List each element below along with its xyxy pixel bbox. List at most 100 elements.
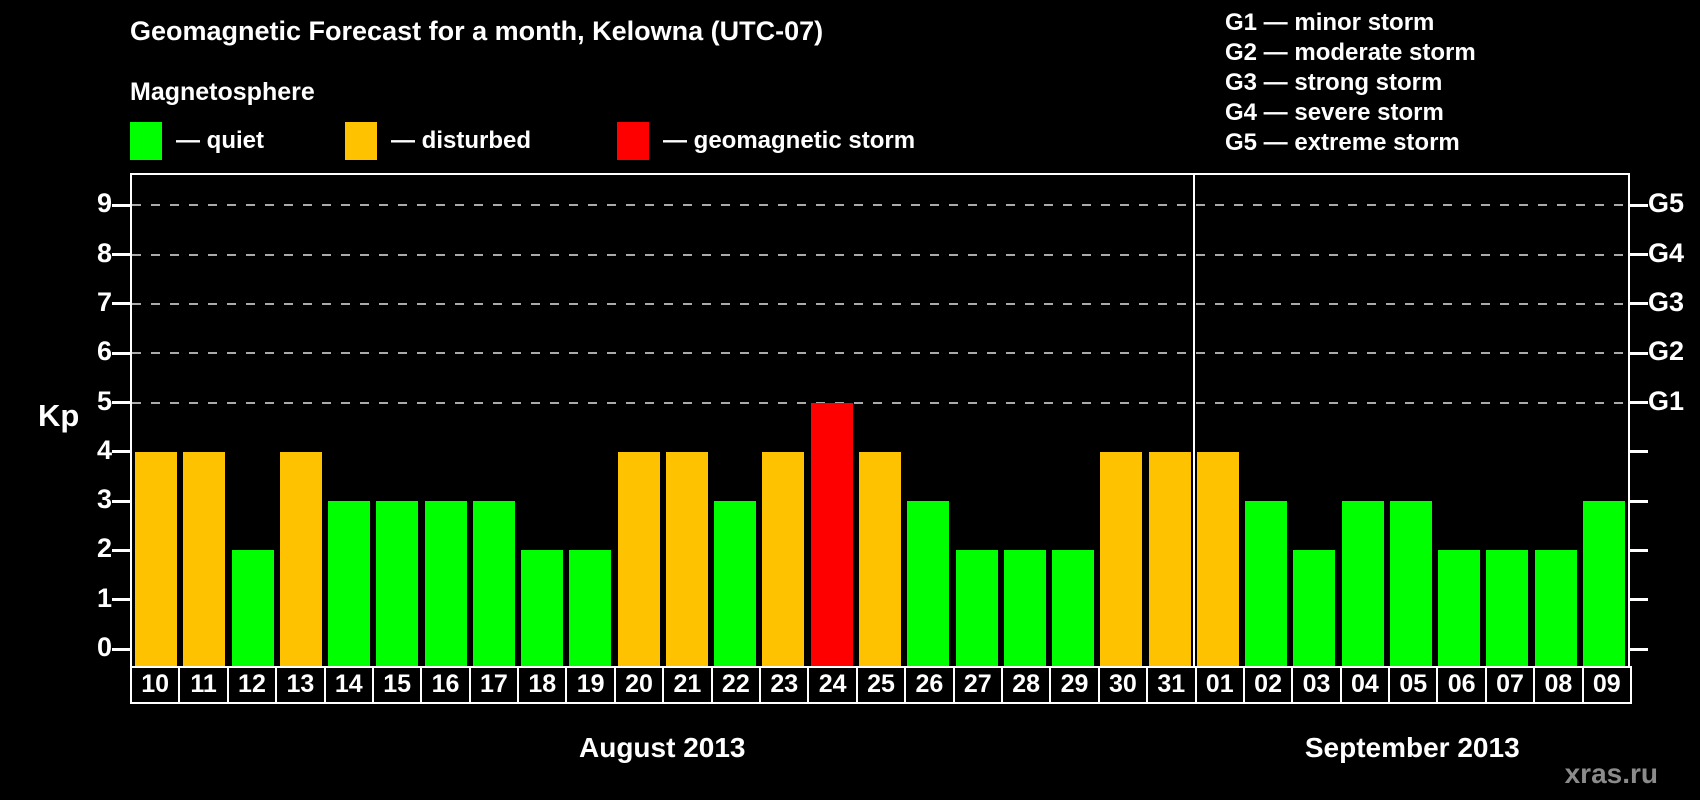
date-label-sep-09: 09: [1581, 666, 1632, 704]
bar-aug-19: [569, 550, 612, 666]
date-label-sep-04: 04: [1339, 666, 1391, 704]
date-label-aug-10: 10: [130, 666, 181, 704]
bar-aug-30: [1100, 451, 1143, 666]
y-axis-tick-label-7: 7: [96, 286, 112, 317]
legend-label-disturbed: — disturbed: [391, 127, 532, 154]
g-axis-label-g2: G2: [1648, 336, 1685, 367]
date-label-aug-15: 15: [371, 666, 423, 704]
g-scale-legend-item-4: G4 — severe storm: [1225, 99, 1444, 126]
date-label-aug-26: 26: [904, 666, 955, 704]
g-scale-legend-item-2: G2 — moderate storm: [1225, 39, 1476, 66]
g-axis-label-g1: G1: [1648, 385, 1685, 416]
month-label-august: August 2013: [579, 732, 746, 763]
date-label-sep-02: 02: [1242, 666, 1294, 704]
g-axis-label-g5: G5: [1648, 188, 1685, 219]
y-axis-tick-label-2: 2: [96, 533, 112, 564]
date-label-aug-31: 31: [1146, 666, 1197, 704]
legend-item-quiet: — quiet: [130, 120, 264, 162]
bar-sep-05: [1389, 501, 1432, 666]
bar-aug-17: [472, 501, 515, 666]
bar-sep-09: [1582, 501, 1625, 666]
g-scale-legend-item-1: G1 — minor storm: [1225, 9, 1435, 36]
y-axis-tick-label-1: 1: [96, 582, 112, 613]
date-label-sep-03: 03: [1291, 666, 1342, 704]
date-label-aug-18: 18: [517, 666, 568, 704]
left-tick-5: [112, 401, 130, 404]
right-tick-7: [1630, 302, 1648, 306]
date-label-sep-06: 06: [1436, 666, 1487, 704]
gridline-kp-7: [132, 302, 1628, 305]
legend-item-disturbed: — disturbed: [345, 120, 531, 162]
y-axis-tick-label-4: 4: [96, 434, 112, 465]
date-label-aug-24: 24: [807, 666, 858, 704]
right-tick-4: [1630, 450, 1648, 454]
date-label-aug-16: 16: [420, 666, 471, 704]
bar-aug-20: [617, 451, 660, 666]
legend-label-quiet: — quiet: [176, 127, 264, 154]
y-axis-tick-label-5: 5: [96, 385, 112, 416]
bar-aug-25: [859, 451, 901, 666]
date-label-sep-08: 08: [1533, 666, 1584, 704]
date-label-aug-28: 28: [1000, 666, 1052, 704]
left-tick-9: [112, 203, 130, 207]
date-label-aug-21: 21: [662, 666, 713, 704]
g-scale-legend: G1 — minor storm G2 — moderate storm G3 — …: [1225, 8, 1476, 158]
bar-aug-28: [1003, 550, 1046, 666]
plot-area: 0 1 2 3 4 5 6 7 8 9 G1 G2 G3 G4 G5: [97, 173, 1684, 668]
bar-aug-23: [762, 451, 805, 666]
bar-aug-21: [665, 451, 708, 666]
date-label-aug-22: 22: [710, 666, 762, 704]
right-tick-3: [1630, 499, 1648, 503]
month-label-september: September 2013: [1304, 732, 1520, 763]
bar-aug-22: [714, 501, 757, 666]
left-tick-1: [112, 598, 130, 602]
left-tick-4: [112, 450, 130, 454]
legend-item-storm: — geomagnetic storm: [617, 120, 915, 162]
date-label-sep-05: 05: [1388, 666, 1439, 704]
date-label-aug-13: 13: [275, 666, 326, 704]
left-tick-8: [112, 253, 130, 257]
y-axis-tick-label-0: 0: [96, 632, 112, 662]
bar-sep-03: [1293, 550, 1336, 666]
magnetosphere-legend-heading: Magnetosphere: [130, 78, 315, 106]
bar-aug-15: [376, 501, 419, 666]
left-tick-0: [112, 647, 130, 651]
month-separator-line: [1192, 175, 1195, 666]
disturbed-swatch: [345, 122, 377, 160]
date-label-aug-25: 25: [855, 666, 907, 704]
date-axis: 10 11 12 13 14 15 16 17 18 19 20 21 22 23 24 25 26 27 28 29…: [130, 666, 1632, 704]
quiet-swatch: [130, 122, 162, 160]
bar-aug-31: [1148, 451, 1191, 666]
y-axis-tick-label-3: 3: [96, 484, 112, 515]
storm-swatch: [617, 122, 649, 160]
watermark: xras.ru: [1564, 758, 1658, 789]
bar-aug-29: [1052, 550, 1095, 666]
y-axis-tick-label-9: 9: [96, 188, 112, 219]
date-label-aug-12: 12: [226, 666, 278, 704]
g-scale-legend-item-5: G5 — extreme storm: [1225, 129, 1460, 156]
bar-sep-04: [1341, 501, 1384, 666]
left-tick-6: [112, 351, 130, 355]
legend-label-storm: — geomagnetic storm: [663, 127, 916, 154]
right-tick-5: [1630, 401, 1648, 404]
right-tick-1: [1630, 598, 1648, 602]
y-axis-tick-label-6: 6: [96, 336, 112, 367]
right-tick-6: [1630, 351, 1648, 355]
date-label-aug-29: 29: [1049, 666, 1100, 704]
bar-aug-16: [424, 501, 467, 666]
g-axis-label-g3: G3: [1648, 286, 1685, 317]
y-axis-label-kp: Kp: [38, 398, 80, 433]
bar-aug-10: [135, 451, 178, 666]
gridline-kp-9: [132, 204, 1628, 207]
bar-sep-01: [1196, 451, 1239, 666]
gridline-kp-5: [132, 401, 1628, 404]
chart-title: Geomagnetic Forecast for a month, Kelown…: [130, 16, 824, 46]
left-tick-3: [112, 499, 130, 503]
bar-sep-02: [1245, 501, 1288, 666]
date-label-aug-23: 23: [759, 666, 810, 704]
right-tick-8: [1630, 253, 1648, 257]
bar-sep-07: [1486, 550, 1529, 666]
date-label-aug-17: 17: [468, 666, 520, 704]
date-label-aug-30: 30: [1097, 666, 1149, 704]
